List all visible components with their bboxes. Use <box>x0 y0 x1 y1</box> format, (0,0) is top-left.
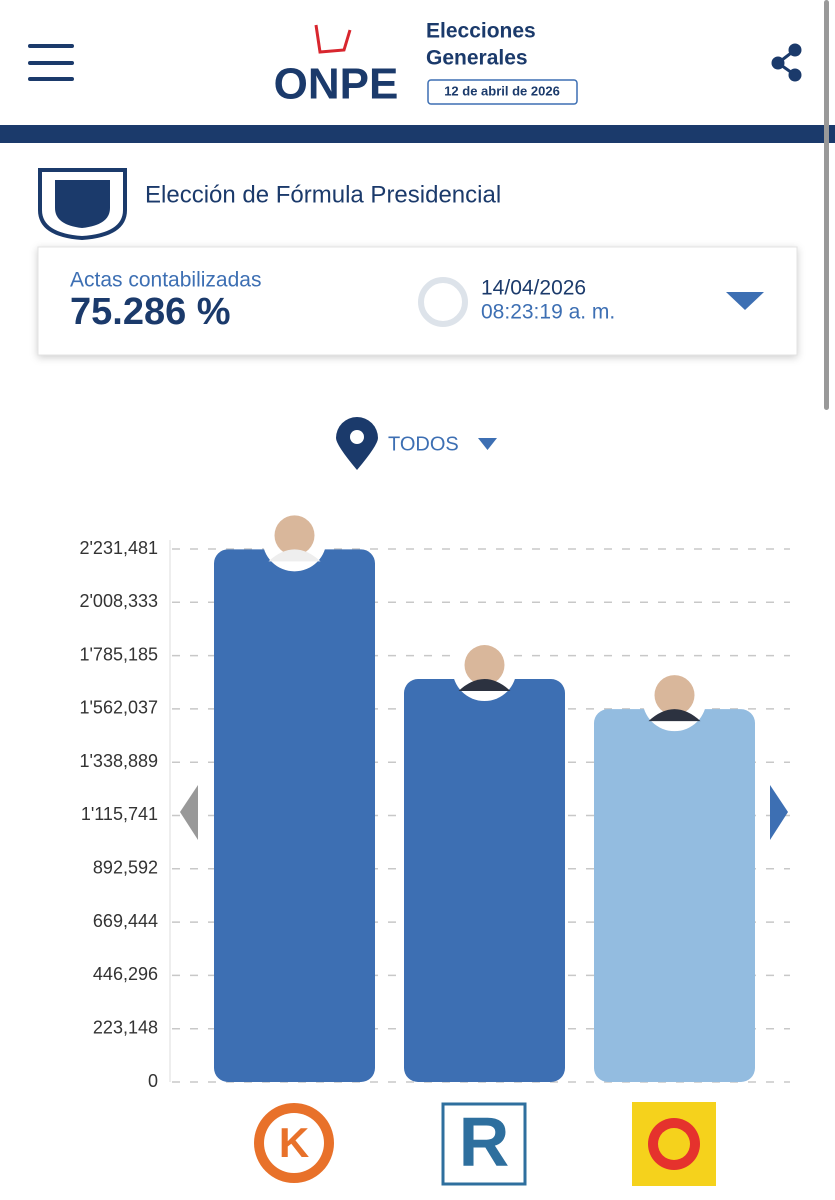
y-tick-label: 669,444 <box>93 911 158 931</box>
share-button[interactable] <box>771 43 802 82</box>
emblem-shield <box>55 180 110 228</box>
event-title: Elecciones <box>426 20 536 43</box>
chart: 0 223,148 446,296 669,444 892,592 1'115,741 1'… <box>79 507 790 1091</box>
filter-button[interactable] <box>336 417 497 470</box>
header-band <box>0 125 835 143</box>
candidate-face <box>464 645 505 686</box>
party-logo-inner <box>264 1113 324 1173</box>
bar <box>594 709 755 1082</box>
party-logo-sun-face <box>658 1128 690 1160</box>
y-tick-label: 892,592 <box>93 858 158 878</box>
event-title: Generales <box>426 47 528 70</box>
y-tick-label: 1'115,741 <box>81 804 158 824</box>
next-arrow[interactable] <box>770 785 788 840</box>
candidate-suit <box>268 549 321 562</box>
y-tick-label: 1'338,889 <box>79 751 158 771</box>
y-tick-label: 2'008,333 <box>79 591 158 611</box>
event-date: 12 de abril de 2026 <box>444 83 560 98</box>
bar <box>404 679 565 1082</box>
party-logo <box>441 1102 527 1186</box>
brand: ONPE <box>274 60 399 109</box>
filter-label: TODOS <box>388 433 459 455</box>
section-title: Elección de Fórmula Presidencial <box>145 181 501 208</box>
status-label: Actas contabilizadas <box>70 269 261 292</box>
clock-icon <box>418 277 468 327</box>
logo-hand <box>314 24 352 54</box>
party-logo-letter: R <box>459 1102 510 1180</box>
status-percent: 75.286 % <box>70 291 231 333</box>
prev-arrow[interactable] <box>180 785 198 840</box>
status-date: 14/04/2026 <box>481 277 586 300</box>
scrollbar <box>824 0 829 410</box>
expand-button[interactable] <box>726 292 764 310</box>
candidate-face <box>274 515 315 556</box>
party-logo-letter: K <box>279 1119 309 1166</box>
status-time: 08:23:19 a. m. <box>481 301 615 324</box>
status-card <box>37 246 798 356</box>
candidate-suit <box>458 679 511 692</box>
y-tick-label: 1'785,185 <box>79 644 158 664</box>
y-tick-label: 446,296 <box>93 964 158 984</box>
y-tick-label: 223,148 <box>93 1017 158 1037</box>
candidate-face <box>654 675 695 716</box>
menu-button[interactable] <box>28 44 74 81</box>
bar <box>214 549 375 1082</box>
date-box <box>427 79 578 105</box>
y-tick-label: 0 <box>148 1071 158 1091</box>
y-tick-label: 1'562,037 <box>79 698 158 718</box>
candidate-suit <box>648 709 701 722</box>
y-tick-label: 2'231,481 <box>79 538 158 558</box>
